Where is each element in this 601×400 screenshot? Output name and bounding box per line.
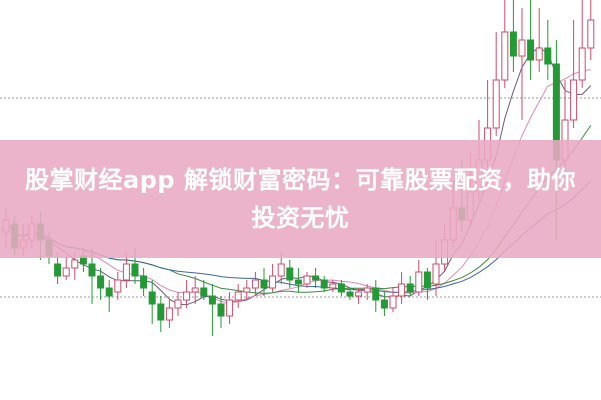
candle-up [251, 279, 259, 289]
candle-down [148, 291, 156, 305]
candle-down [88, 263, 96, 277]
candle-down [406, 283, 414, 293]
candle-down [217, 303, 225, 317]
candle-down [544, 47, 552, 65]
candle-down [208, 295, 216, 305]
candle-up [234, 291, 242, 301]
candle-up [415, 271, 423, 293]
candle-up [518, 39, 526, 57]
candle-up [389, 295, 397, 309]
candle-down [337, 283, 345, 293]
candle-up [432, 263, 440, 285]
candle-up [114, 279, 122, 293]
candle-down [97, 275, 105, 289]
candle-up [535, 47, 543, 61]
candle-down [372, 287, 380, 301]
candle-up [303, 275, 311, 285]
candle-up [183, 291, 191, 301]
candle-up [363, 287, 371, 293]
candle-down [346, 291, 354, 297]
candle-down [509, 31, 517, 57]
candle-down [312, 275, 320, 281]
candle-up [269, 275, 277, 289]
candle-down [105, 287, 113, 297]
candle-down [423, 271, 431, 289]
candle-down [286, 267, 294, 281]
candle-up [570, 79, 578, 121]
candle-up [165, 307, 173, 321]
candle-down [54, 263, 62, 277]
banner-title: 股掌财经app 解锁财富密码：可靠股票配资，助你投资无忧 [25, 166, 576, 232]
candle-up [62, 267, 70, 277]
candle-up [355, 291, 363, 297]
title-banner: 股掌财经app 解锁财富密码：可靠股票配资，助你投资无忧 [0, 140, 601, 258]
candle-up [243, 287, 251, 293]
candle-up [71, 259, 79, 269]
candle-up [226, 299, 234, 317]
candle-up [174, 299, 182, 309]
candle-down [157, 303, 165, 321]
candle-up [191, 287, 199, 293]
candle-down [294, 279, 302, 285]
candle-up [587, 19, 595, 49]
candle-up [122, 263, 130, 281]
candle-up [501, 31, 509, 81]
candle-up [329, 283, 337, 289]
candle-up [277, 263, 285, 277]
candle-up [578, 47, 586, 81]
candle-down [200, 287, 208, 297]
candle-down [320, 279, 328, 289]
candle-down [131, 263, 139, 277]
candle-down [527, 39, 535, 61]
candle-up [398, 283, 406, 297]
candle-down [140, 275, 148, 289]
candle-up [492, 79, 500, 129]
candle-down [260, 279, 268, 289]
candle-down [380, 299, 388, 309]
